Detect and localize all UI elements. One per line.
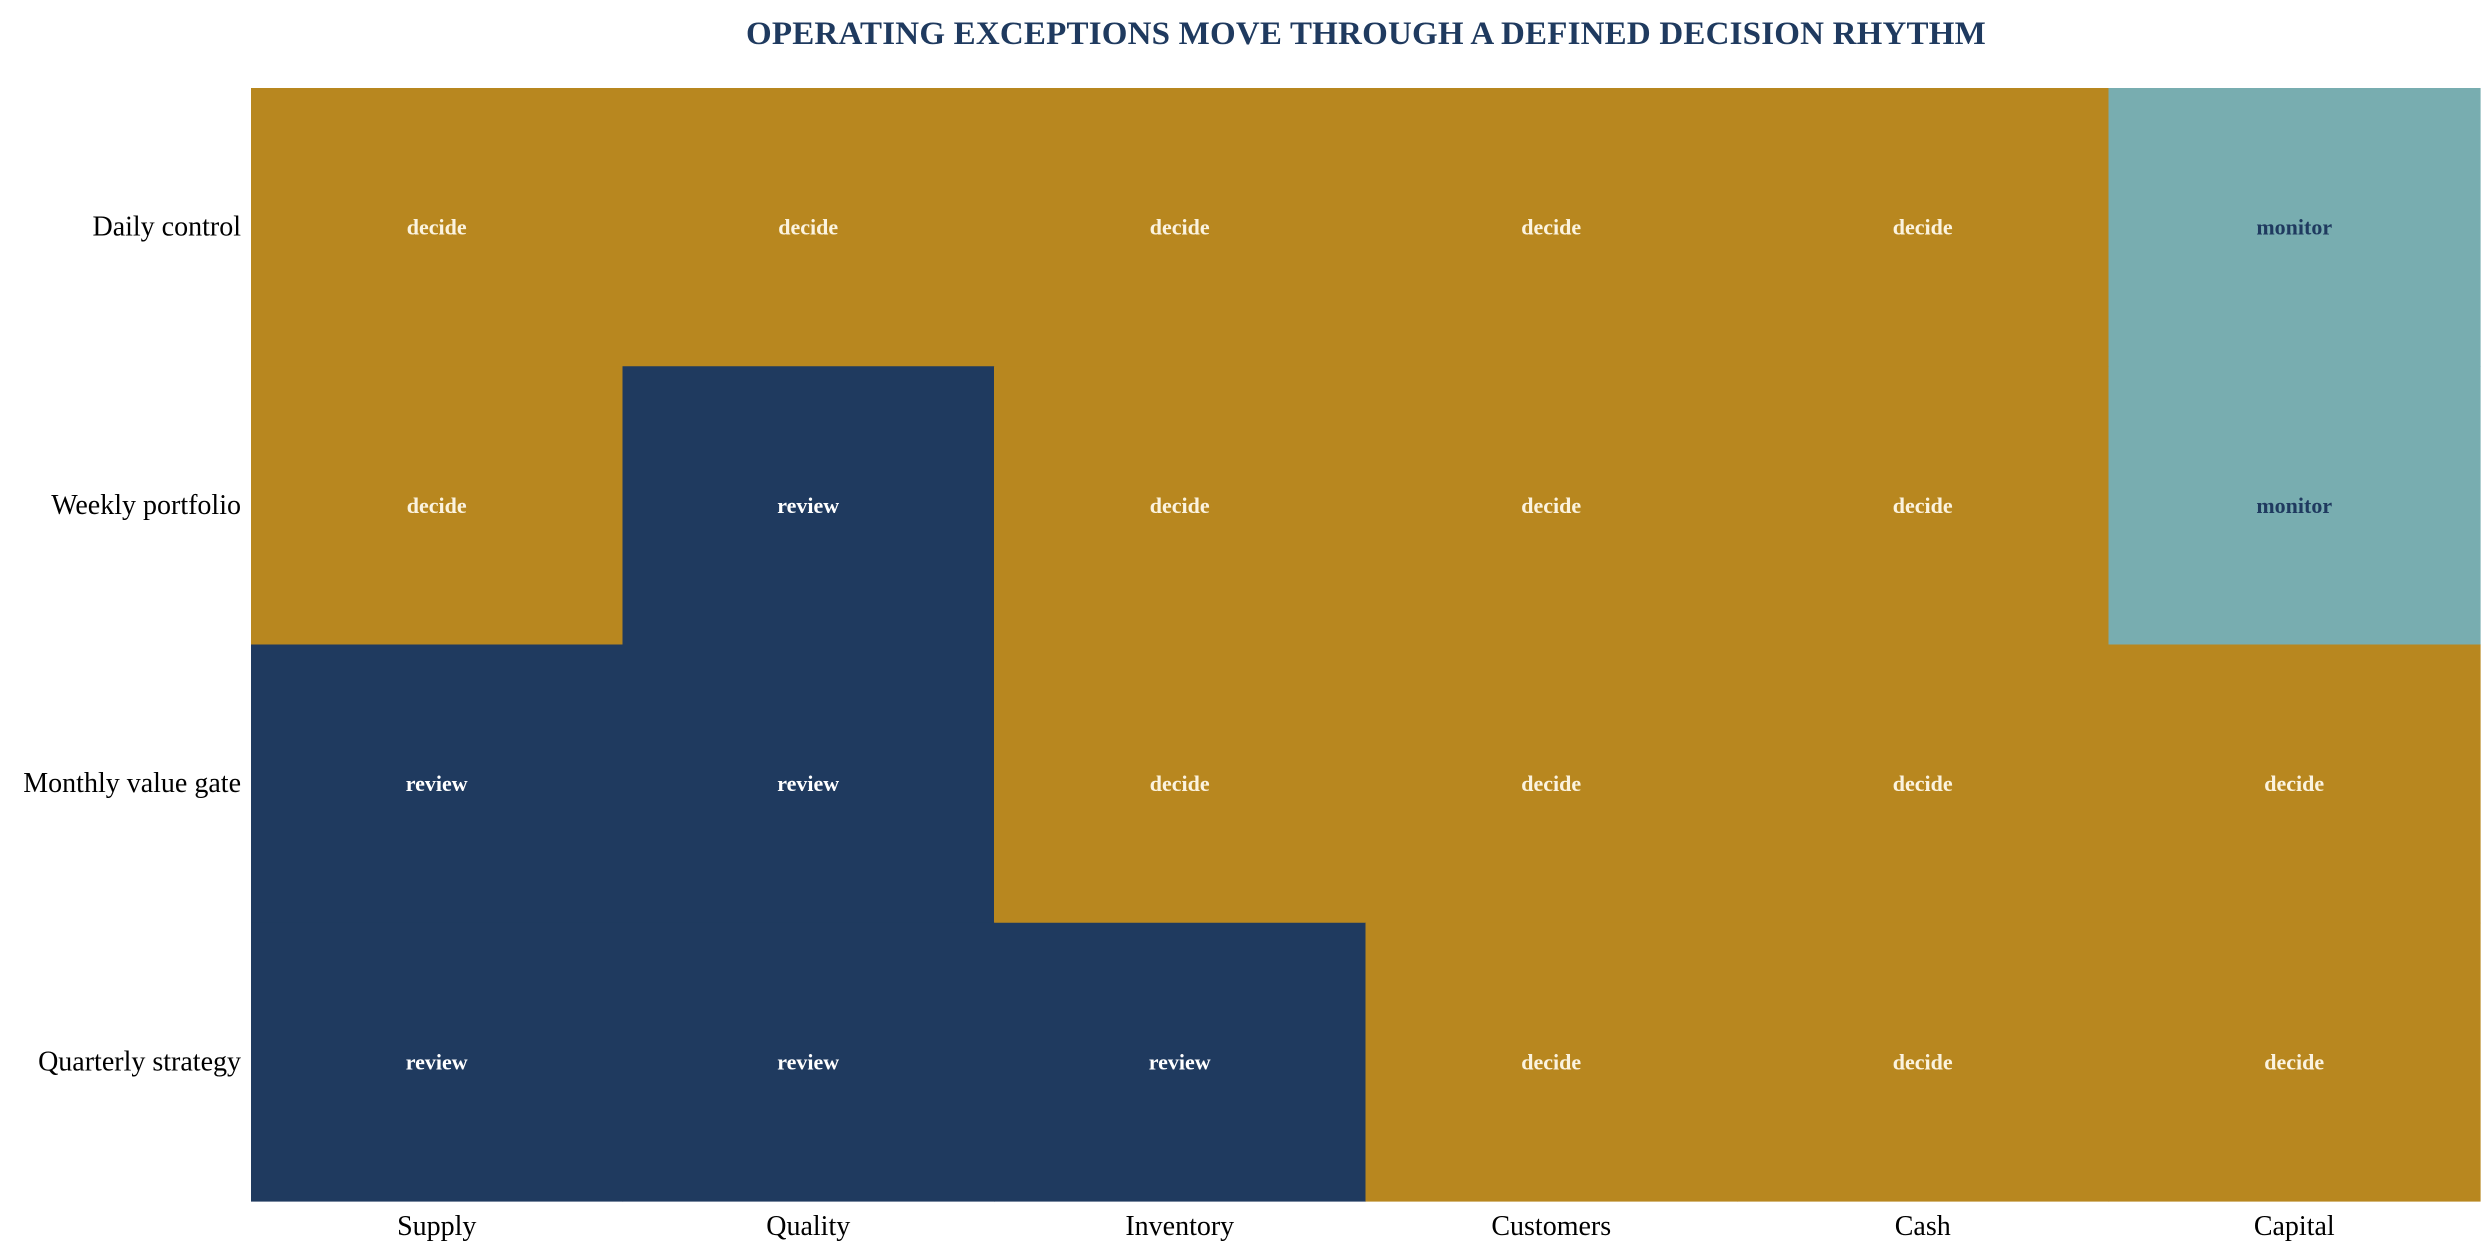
column-label: Quality: [766, 1211, 850, 1242]
cell-value-label: decide: [1150, 771, 1210, 796]
cell-value-label: decide: [778, 215, 838, 240]
cell-value-label: decide: [1521, 771, 1581, 796]
cell-value-label: decide: [2264, 771, 2324, 796]
row-labels: Daily control Weekly portfolio Monthly val…: [23, 212, 241, 1078]
row-label: Quarterly strategy: [38, 1046, 241, 1077]
cell-value-label: decide: [1893, 1049, 1953, 1074]
heatmap-cell-decide: [994, 88, 1367, 367]
heatmap-cell-decide: [2108, 922, 2481, 1202]
heatmap-cell-decide: [1737, 644, 2110, 924]
cell-value-label: review: [406, 771, 468, 796]
heatmap-cell-labels: decide decide decide decide decide monitor dec…: [406, 215, 2333, 1075]
heatmap-cell-decide: [251, 366, 624, 646]
cell-value-label: decide: [407, 493, 467, 518]
column-label: Inventory: [1125, 1211, 1234, 1242]
heatmap-cell-decide: [1365, 88, 1738, 367]
heatmap-cell-review: [622, 644, 995, 924]
cell-value-label: review: [1149, 1049, 1211, 1074]
heatmap-cell-decide: [1365, 644, 1738, 924]
row-label: Daily control: [92, 212, 241, 243]
cell-value-label: decide: [407, 215, 467, 240]
column-label: Capital: [2254, 1211, 2335, 1242]
row-label: Monthly value gate: [23, 768, 241, 799]
heatmap-cell-monitor: [2108, 88, 2481, 367]
heatmap-cell-decide: [1737, 366, 2110, 646]
cell-value-label: decide: [1521, 215, 1581, 240]
column-label: Supply: [397, 1211, 476, 1242]
cell-value-label: decide: [1150, 215, 1210, 240]
heatmap-cell-review: [622, 922, 995, 1202]
heatmap-cell-decide: [1737, 922, 2110, 1202]
cell-value-label: decide: [1521, 493, 1581, 518]
heatmap-cell-decide: [994, 644, 1367, 924]
heatmap-cell-review: [251, 644, 624, 924]
column-labels: Supply Quality Inventory Customers Cash Capit…: [397, 1211, 2335, 1242]
cell-value-label: decide: [1893, 771, 1953, 796]
cell-value-label: monitor: [2256, 493, 2332, 518]
cell-value-label: review: [777, 493, 839, 518]
column-label: Customers: [1491, 1211, 1611, 1242]
heatmap-cell-decide: [1737, 88, 2110, 367]
heatmap-cell-review: [622, 366, 995, 646]
heatmap-cell-decide: [1365, 366, 1738, 646]
heatmap-cell-review: [251, 922, 624, 1202]
cell-value-label: decide: [1150, 493, 1210, 518]
cell-value-label: monitor: [2256, 215, 2332, 240]
heatmap-cells: [251, 88, 2481, 1202]
heatmap-cell-monitor: [2108, 366, 2481, 646]
heatmap-cell-decide: [622, 88, 995, 367]
cell-value-label: review: [777, 771, 839, 796]
heatmap-cell-decide: [1365, 922, 1738, 1202]
heatmap-cell-decide: [994, 366, 1367, 646]
column-label: Cash: [1895, 1211, 1951, 1242]
cell-value-label: decide: [1521, 1049, 1581, 1074]
chart-title: OPERATING EXCEPTIONS MOVE THROUGH A DEFI…: [746, 16, 1986, 52]
cell-value-label: review: [777, 1049, 839, 1074]
cell-value-label: review: [406, 1049, 468, 1074]
heatmap-cell-review: [994, 922, 1367, 1202]
cell-value-label: decide: [1893, 493, 1953, 518]
heatmap-cell-decide: [2108, 644, 2481, 924]
cell-value-label: decide: [2264, 1049, 2324, 1074]
heatmap-cell-decide: [251, 88, 624, 367]
row-label: Weekly portfolio: [51, 490, 241, 521]
cell-value-label: decide: [1893, 215, 1953, 240]
